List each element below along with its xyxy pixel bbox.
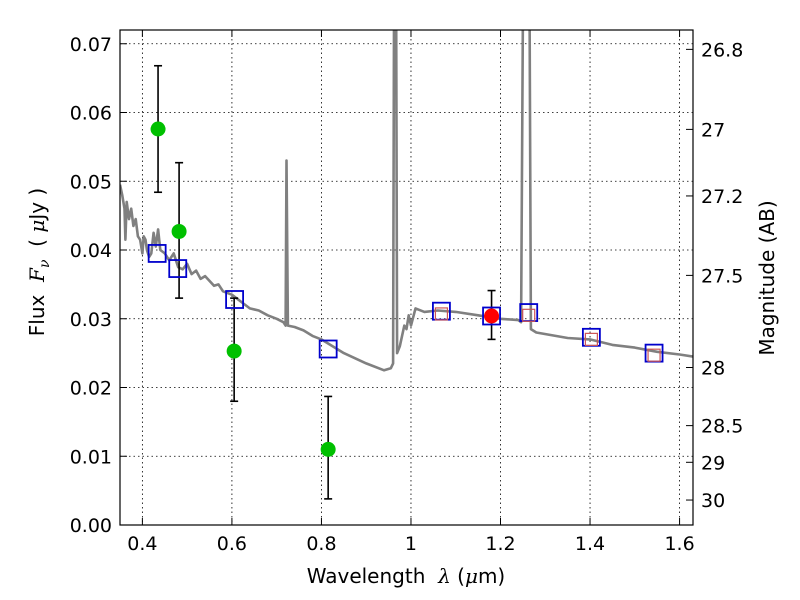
right-tick-label: 26.8 <box>701 39 743 61</box>
data-markers <box>147 121 664 457</box>
model-sed-line <box>120 30 693 372</box>
y-tick-label: 0.05 <box>70 171 112 193</box>
y-tick-label: 0.01 <box>70 446 112 468</box>
model-photometry-square <box>482 306 501 326</box>
plot-frame <box>119 29 694 526</box>
x-tick-label: 0.4 <box>127 533 157 555</box>
inner-model-square <box>584 332 598 346</box>
observed-point <box>171 223 187 239</box>
observed-point <box>226 343 242 359</box>
y-tick-label: 0.03 <box>70 309 112 331</box>
model-photometry-square <box>168 259 188 278</box>
y-tick-label: 0.04 <box>70 240 112 262</box>
y-tick-label: 0.06 <box>70 103 112 125</box>
x-tick-label: 1.2 <box>485 533 515 555</box>
error-bars <box>154 64 496 500</box>
right-tick-label: 27 <box>701 119 725 141</box>
right-axis-title: Magnitude (AB) <box>755 200 779 355</box>
axis-ticks: 0.4 0.6 0.8 1 1.2 1.4 1.6 0.00 0.01 0.02 0.03 0.04 0… <box>70 30 743 555</box>
model-photometry-square <box>147 244 167 263</box>
right-tick-label: 27.2 <box>701 186 743 208</box>
right-tick-label: 30 <box>701 490 725 512</box>
detection-point <box>484 308 500 324</box>
x-tick-label: 0.8 <box>306 533 336 555</box>
x-tick-label: 1.6 <box>664 533 694 555</box>
inner-model-square <box>647 348 661 362</box>
grid <box>120 30 693 525</box>
right-tick-label: 27.5 <box>701 265 743 287</box>
right-tick-label: 28.5 <box>701 416 743 438</box>
model-photometry-square <box>318 339 338 359</box>
right-tick-label: 29 <box>701 452 725 474</box>
inner-model-square <box>434 307 449 321</box>
x-tick-label: 1 <box>405 533 417 555</box>
y-tick-label: 0.00 <box>70 515 112 537</box>
y-axis-title: Flux Fν ( μJy ) <box>25 188 53 336</box>
y-tick-label: 0.07 <box>70 34 112 56</box>
x-tick-label: 1.4 <box>575 533 605 555</box>
x-tick-label: 0.6 <box>217 533 247 555</box>
inner-model-square <box>522 308 536 322</box>
right-tick-label: 28 <box>701 358 725 380</box>
model-photometry-square <box>225 290 245 309</box>
observed-point <box>320 441 336 457</box>
x-axis-title: Wavelength λ (μm) <box>307 564 506 588</box>
observed-point <box>150 121 166 137</box>
y-tick-label: 0.02 <box>70 378 112 400</box>
